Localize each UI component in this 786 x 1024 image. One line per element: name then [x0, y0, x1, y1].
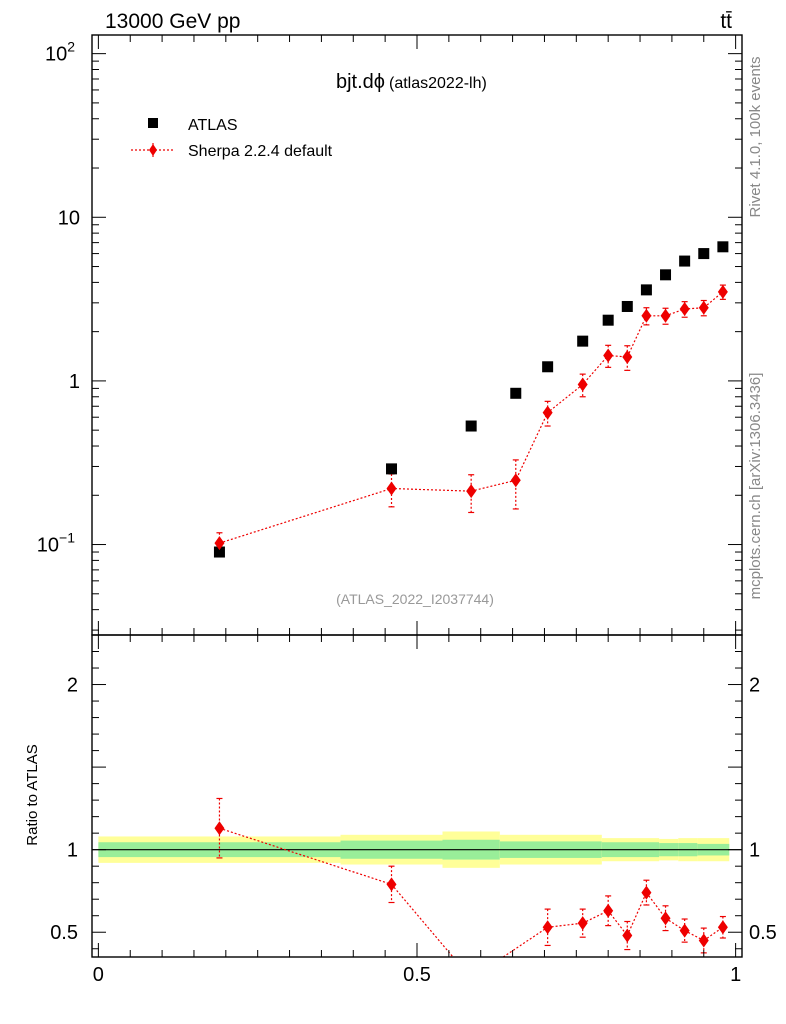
- ratio-y-tick-label-right: 0.5: [749, 922, 777, 944]
- energy-label: 13000 GeV pp: [105, 10, 240, 33]
- sherpa-data-point: [577, 377, 588, 392]
- ratio-sherpa-line: [547, 922, 583, 928]
- ratio-sherpa-line: [391, 883, 454, 958]
- main-y-tick-label: 102: [45, 39, 75, 66]
- ratio-sherpa-line: [502, 926, 548, 958]
- main-y-tick-label: 10−1: [37, 530, 75, 557]
- sherpa-data-point: [214, 536, 225, 551]
- axes-frames: [91, 34, 743, 958]
- uncertainty-bands: [92, 831, 742, 868]
- ratio-sherpa-point: [386, 877, 397, 892]
- legend-label-sherpa: Sherpa 2.2.4 default: [188, 143, 333, 160]
- ratio-y-tick-label: 1: [67, 840, 78, 862]
- ratio-sherpa-line: [582, 910, 609, 924]
- sherpa-data-point: [660, 308, 671, 323]
- ratio-y-tick-label: 2: [67, 675, 78, 697]
- ratio-sherpa-point: [603, 903, 614, 918]
- sherpa-data-point: [717, 284, 728, 299]
- atlas-data-point: [510, 387, 522, 399]
- ratio-sherpa-point: [622, 928, 633, 943]
- atlas-data-point: [640, 284, 652, 296]
- atlas-data-point: [213, 546, 225, 558]
- ratio-ylabel: Ratio to ATLAS: [24, 744, 41, 845]
- mcplots-label: mcplots.cern.ch [arXiv:1306.3436]: [747, 373, 764, 600]
- ratio-sherpa-point: [577, 916, 588, 931]
- ratio-sherpa-line: [645, 892, 667, 919]
- sherpa-data-point: [386, 481, 397, 496]
- process-label: tt̄: [720, 10, 732, 33]
- sherpa-data-point: [603, 348, 614, 363]
- ratio-sherpa-line: [607, 910, 628, 936]
- atlas-data-point: [386, 463, 398, 475]
- main-y-tick-label: 1: [69, 371, 80, 393]
- legend-label-atlas: ATLAS: [188, 117, 238, 134]
- data-markers: [213, 241, 729, 948]
- atlas-data-point: [717, 241, 729, 253]
- legend-marker-atlas: [148, 118, 158, 128]
- atlas-data-point: [660, 269, 672, 281]
- ratio-plot-frame: [91, 634, 743, 958]
- x-tick-label: 1: [730, 964, 741, 986]
- sherpa-data-point: [679, 302, 690, 317]
- legend: ATLAS Sherpa 2.2.4 default: [131, 117, 333, 160]
- ratio-sherpa-point: [698, 933, 709, 948]
- main-y-tick-label: 10: [58, 207, 80, 229]
- sherpa-data-point: [510, 473, 521, 488]
- ratio-sherpa-point: [660, 911, 671, 926]
- sherpa-data-point: [466, 484, 477, 499]
- sherpa-data-point: [698, 300, 709, 315]
- atlas-data-point: [465, 420, 477, 432]
- legend-marker-sherpa: [149, 144, 157, 156]
- ratio-sherpa-point: [679, 923, 690, 938]
- atlas-data-point: [577, 335, 589, 347]
- atlas-data-point: [542, 361, 554, 373]
- rivet-label: Rivet 4.1.0, 100k events: [747, 57, 764, 218]
- sherpa-data-point: [542, 405, 553, 420]
- atlas-data-point: [698, 248, 710, 260]
- ratio-y-tick-label-right: 2: [749, 675, 760, 697]
- atlas-data-point: [679, 255, 691, 267]
- x-tick-label: 0: [93, 964, 104, 986]
- sherpa-data-point: [641, 308, 652, 323]
- ratio-sherpa-point: [542, 920, 553, 935]
- ratio-y-tick-label: 0.5: [50, 922, 78, 944]
- atlas-data-point: [621, 300, 633, 312]
- axis-ticks: [92, 35, 742, 957]
- ratio-sherpa-point: [214, 821, 225, 836]
- chart-title-suffix: (atlas2022-lh): [389, 75, 487, 92]
- sherpa-line: [219, 291, 724, 544]
- chart-title-main: bjt.dϕ: [336, 71, 385, 93]
- chart-title: bjt.dϕ (atlas2022-lh): [336, 71, 487, 93]
- x-tick-label: 0.5: [403, 964, 431, 986]
- ratio-sherpa-point: [641, 885, 652, 900]
- ratio-y-tick-label-right: 1: [749, 840, 760, 862]
- sherpa-data-point: [622, 349, 633, 364]
- tick-labels: 102 10 1 10−1 0 0.5 1 0.5 0.5 1 1 2 2: [37, 39, 777, 986]
- ratio-sherpa-line: [626, 892, 647, 936]
- ratio-sherpa-point: [717, 920, 728, 935]
- atlas-data-point: [602, 314, 614, 326]
- analysis-watermark: (ATLAS_2022_I2037744): [336, 591, 494, 607]
